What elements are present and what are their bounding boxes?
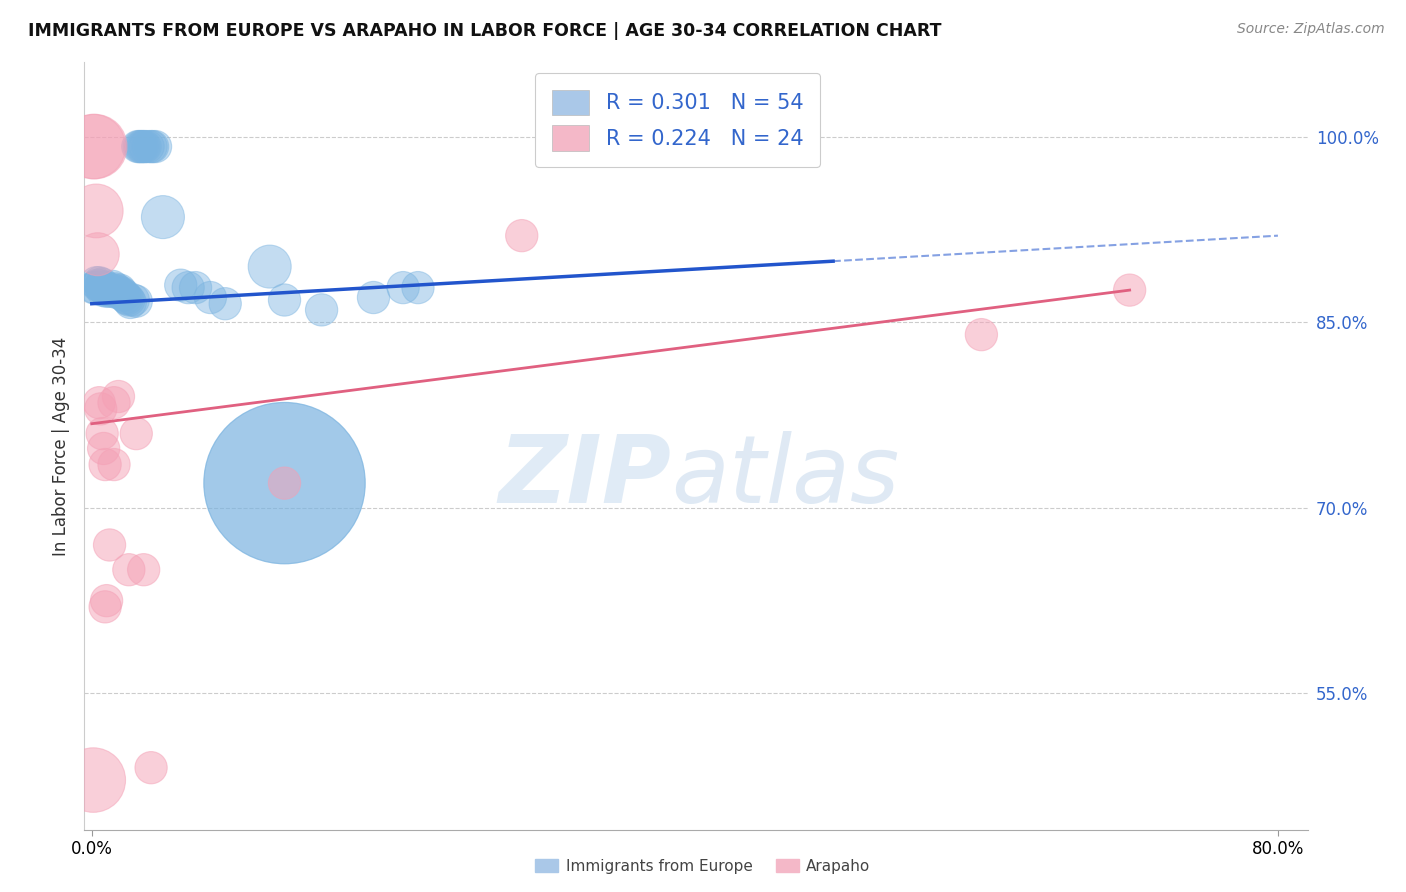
Point (170, 278, 193, 293)
Point (83, 139, 105, 153)
Point (94, 599, 117, 614)
Point (152, 210, 174, 224)
Point (259, 260, 281, 274)
Point (1118, 283, 1140, 297)
Point (311, 302, 333, 317)
Point (93, 280, 115, 294)
Point (107, 285, 129, 299)
Legend: R = 0.301   N = 54, R = 0.224   N = 24: R = 0.301 N = 54, R = 0.224 N = 24 (536, 73, 820, 168)
Point (177, 280, 200, 294)
Point (89, 276, 111, 290)
Point (98, 283, 121, 297)
Point (120, 295, 142, 310)
Point (94, 458, 117, 472)
Point (104, 282, 127, 296)
Point (103, 458, 125, 472)
Point (128, 139, 150, 153)
Point (125, 426, 148, 441)
Point (139, 761, 162, 775)
Point (510, 228, 533, 243)
Point (100, 285, 122, 299)
Point (91, 426, 114, 441)
Point (105, 285, 128, 300)
Point (134, 139, 156, 153)
Point (96, 280, 118, 294)
Point (108, 283, 131, 297)
Point (214, 296, 236, 310)
Point (89, 395, 111, 409)
Point (82, 139, 104, 153)
Legend: Immigrants from Europe, Arapaho: Immigrants from Europe, Arapaho (529, 853, 877, 880)
Point (200, 291, 222, 305)
Point (103, 283, 125, 297)
Point (273, 476, 295, 491)
Point (363, 291, 385, 305)
Point (94, 283, 117, 297)
Point (103, 395, 125, 409)
Point (83, 280, 105, 294)
Point (142, 139, 165, 153)
Text: ZIP: ZIP (499, 431, 672, 523)
Point (118, 563, 141, 577)
Point (112, 288, 135, 302)
Point (115, 291, 138, 305)
Point (97, 282, 120, 296)
Point (91, 283, 114, 297)
Point (117, 292, 139, 306)
Point (93, 442, 115, 456)
Text: atlas: atlas (672, 431, 900, 522)
Point (273, 476, 295, 491)
Point (131, 139, 153, 153)
Point (96, 285, 118, 299)
Point (86, 278, 108, 293)
Point (132, 563, 155, 577)
Point (273, 293, 295, 307)
Point (98, 538, 121, 552)
Point (122, 293, 145, 307)
Point (90, 401, 112, 416)
Point (139, 139, 162, 153)
Point (84, 203, 107, 218)
Point (111, 288, 134, 302)
Point (406, 280, 429, 294)
Point (82, 280, 104, 294)
Y-axis label: In Labor Force | Age 30-34: In Labor Force | Age 30-34 (52, 336, 70, 556)
Point (136, 139, 159, 153)
Text: IMMIGRANTS FROM EUROPE VS ARAPAHO IN LABOR FORCE | AGE 30-34 CORRELATION CHART: IMMIGRANTS FROM EUROPE VS ARAPAHO IN LAB… (28, 22, 942, 40)
Point (91, 277, 114, 291)
Point (118, 293, 141, 307)
Point (82, 773, 104, 788)
Point (970, 327, 993, 342)
Point (84, 276, 107, 290)
Point (184, 280, 207, 294)
Point (86, 247, 108, 261)
Text: Source: ZipAtlas.com: Source: ZipAtlas.com (1237, 22, 1385, 37)
Point (110, 285, 132, 300)
Point (125, 294, 148, 309)
Point (392, 280, 415, 294)
Point (96, 593, 118, 607)
Point (107, 390, 129, 404)
Point (90, 279, 112, 293)
Point (101, 279, 124, 293)
Point (132, 139, 155, 153)
Point (145, 139, 167, 153)
Point (127, 139, 149, 153)
Point (129, 139, 152, 153)
Point (273, 476, 295, 491)
